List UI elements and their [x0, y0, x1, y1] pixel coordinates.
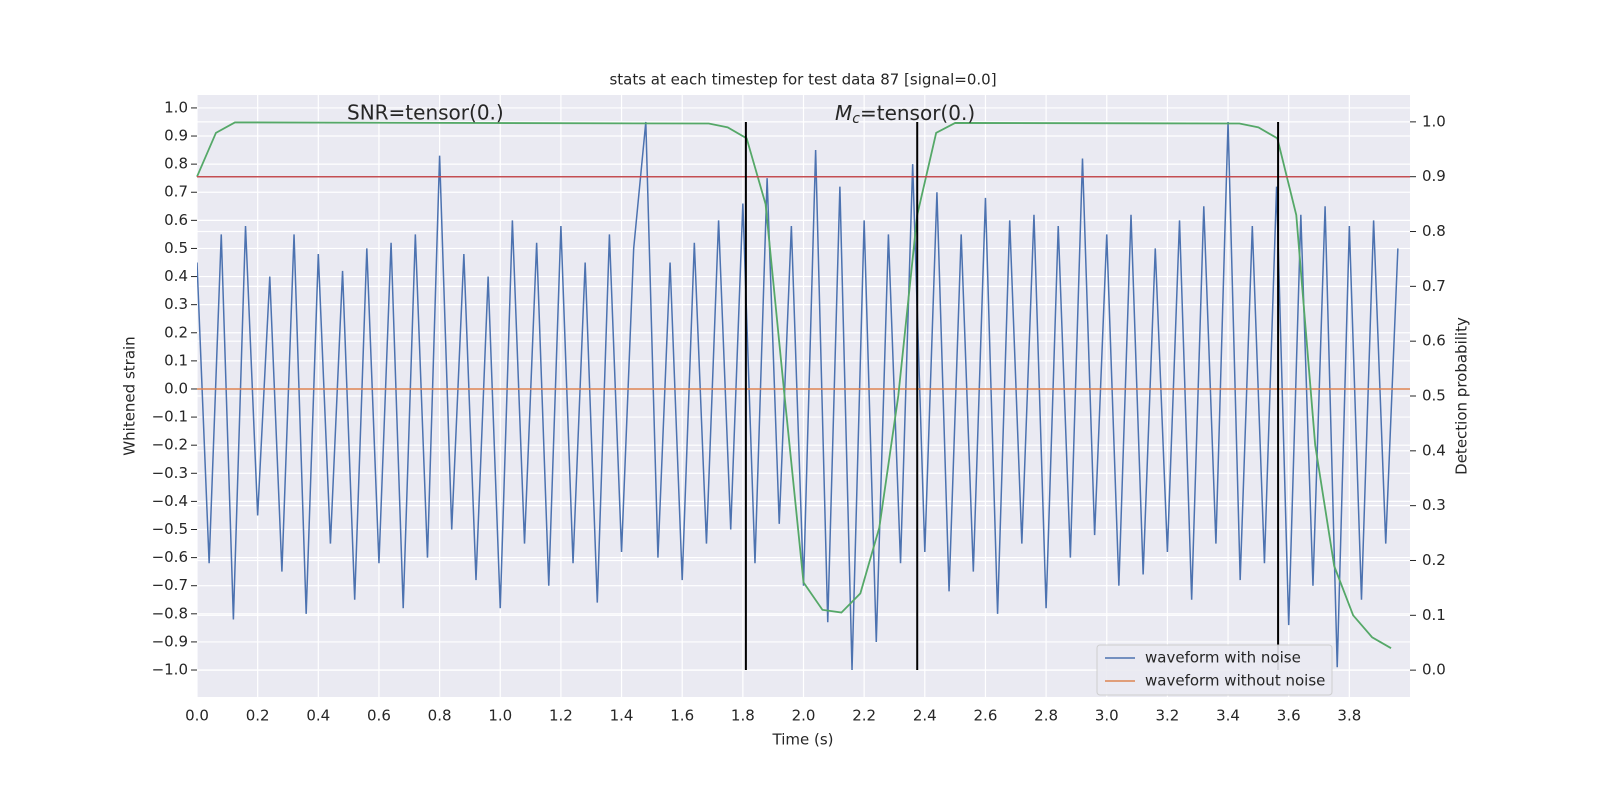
y2-tick-label: 0.3: [1422, 496, 1446, 514]
y-tick-label: 0.1: [164, 351, 188, 369]
y-tick-label: −0.2: [152, 436, 188, 454]
y2-tick-label: 0.5: [1422, 387, 1446, 405]
x-tick-label: 1.6: [670, 707, 694, 725]
x-tick-label: 1.4: [610, 707, 634, 725]
y-tick-label: 1.0: [164, 98, 188, 116]
x-tick-label: 0.0: [185, 707, 209, 725]
y-tick-label: −0.6: [152, 548, 188, 566]
y2-tick-label: 0.2: [1422, 551, 1446, 569]
x-tick-label: 0.8: [428, 707, 452, 725]
x-tick-label: 3.4: [1216, 707, 1240, 725]
x-tick-label: 2.0: [792, 707, 816, 725]
x-tick-label: 3.0: [1095, 707, 1119, 725]
y-tick-label: 0.3: [164, 295, 188, 313]
y2-tick-label: 0.1: [1422, 606, 1446, 624]
y-tick-label: −0.1: [152, 408, 188, 426]
y2-tick-label: 0.8: [1422, 222, 1446, 240]
legend-label: waveform without noise: [1145, 672, 1325, 690]
x-tick-label: 3.6: [1277, 707, 1301, 725]
x-tick-label: 0.2: [246, 707, 270, 725]
x-tick-label: 1.2: [549, 707, 573, 725]
y-tick-label: 0.6: [164, 211, 188, 229]
chart-title: stats at each timestep for test data 87 …: [609, 71, 996, 89]
x-tick-label: 2.2: [852, 707, 876, 725]
y-tick-label: −0.9: [152, 632, 188, 650]
y-tick-label: −0.4: [152, 492, 188, 510]
y-tick-label: 0.0: [164, 379, 188, 397]
y-tick-label: 0.9: [164, 127, 188, 145]
y-tick-label: 0.7: [164, 183, 188, 201]
y2-tick-label: 0.9: [1422, 167, 1446, 185]
annotation-text: =tensor(0.): [860, 101, 975, 125]
y-tick-label: −0.5: [152, 520, 188, 538]
y2-tick-label: 0.0: [1422, 661, 1446, 679]
y2-tick-label: 0.6: [1422, 332, 1446, 350]
y-tick-label: −0.8: [152, 604, 188, 622]
x-tick-label: 0.6: [367, 707, 391, 725]
y2-tick-label: 1.0: [1422, 112, 1446, 130]
x-tick-label: 3.8: [1337, 707, 1361, 725]
x-tick-label: 2.8: [1034, 707, 1058, 725]
x-tick-label: 2.4: [913, 707, 937, 725]
y-tick-label: −0.7: [152, 576, 188, 594]
annotation-subscript: c: [852, 111, 860, 127]
x-tick-label: 1.0: [488, 707, 512, 725]
annotation: Mc=tensor(0.): [835, 101, 975, 128]
y2-axis-label: Detection probability: [1453, 317, 1471, 475]
legend-box: [1096, 644, 1333, 696]
x-tick-label: 0.4: [306, 707, 330, 725]
x-tick-label: 3.2: [1155, 707, 1179, 725]
y-tick-label: 0.2: [164, 323, 188, 341]
annotation-symbol: M: [835, 101, 852, 125]
y-tick-label: 0.4: [164, 267, 188, 285]
x-tick-label: 1.8: [731, 707, 755, 725]
series-line: [197, 121, 1399, 671]
x-tick-label: 2.6: [974, 707, 998, 725]
y-tick-label: −1.0: [152, 661, 188, 679]
y2-tick-label: 0.4: [1422, 441, 1446, 459]
y-tick-label: 0.5: [164, 239, 188, 257]
y-axis-label: Whitened strain: [121, 336, 139, 455]
probability-line: [196, 121, 1392, 649]
y-tick-label: 0.8: [164, 155, 188, 173]
x-axis-label: Time (s): [772, 731, 834, 749]
annotation: SNR=tensor(0.): [347, 101, 504, 125]
y-tick-label: −0.3: [152, 464, 188, 482]
y2-tick-label: 0.7: [1422, 277, 1446, 295]
legend-label: waveform with noise: [1145, 649, 1301, 667]
